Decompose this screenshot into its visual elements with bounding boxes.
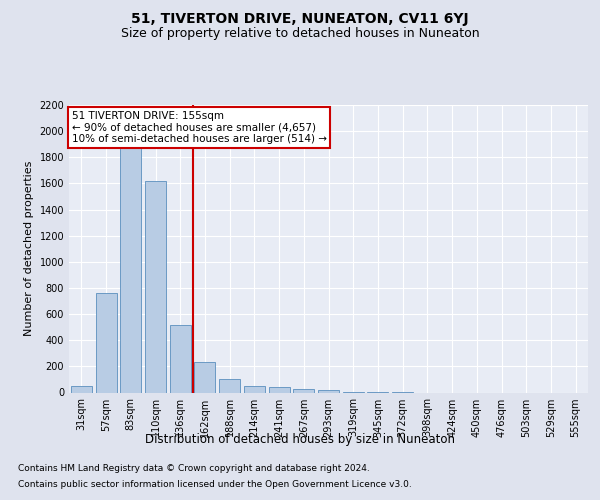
Bar	[170, 324, 191, 392]
Y-axis label: Number of detached properties: Number of detached properties	[24, 161, 34, 336]
Text: Contains public sector information licensed under the Open Government Licence v3: Contains public sector information licen…	[18, 480, 412, 489]
Text: Distribution of detached houses by size in Nuneaton: Distribution of detached houses by size …	[145, 432, 455, 446]
Bar	[318, 390, 339, 392]
Bar	[269, 386, 290, 392]
Bar	[120, 148, 141, 392]
Bar	[95, 293, 116, 392]
Text: Size of property relative to detached houses in Nuneaton: Size of property relative to detached ho…	[121, 28, 479, 40]
Bar	[71, 386, 92, 392]
Bar	[145, 181, 166, 392]
Bar	[244, 386, 265, 392]
Bar	[293, 388, 314, 392]
Bar	[219, 380, 240, 392]
Bar	[194, 362, 215, 392]
Text: 51, TIVERTON DRIVE, NUNEATON, CV11 6YJ: 51, TIVERTON DRIVE, NUNEATON, CV11 6YJ	[131, 12, 469, 26]
Text: 51 TIVERTON DRIVE: 155sqm
← 90% of detached houses are smaller (4,657)
10% of se: 51 TIVERTON DRIVE: 155sqm ← 90% of detac…	[71, 111, 326, 144]
Text: Contains HM Land Registry data © Crown copyright and database right 2024.: Contains HM Land Registry data © Crown c…	[18, 464, 370, 473]
